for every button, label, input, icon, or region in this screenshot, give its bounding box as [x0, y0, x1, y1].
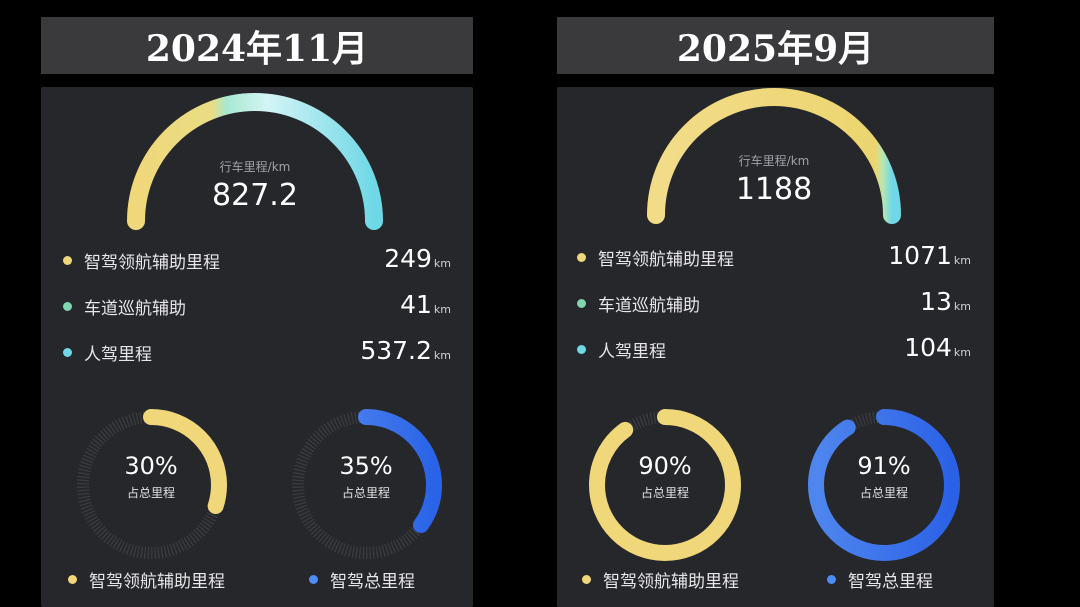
gauge-value: 827.2 [212, 178, 298, 213]
legend-value: 249 km [384, 244, 451, 273]
bottom-legend-smart-total: 智驾总里程 [827, 567, 933, 592]
donut-percent: 91% [857, 452, 911, 480]
legend-value: 104 km [904, 333, 971, 362]
legend-value: 1071 km [888, 241, 971, 270]
donut-smart-total-share: 91% 占总里程 [799, 400, 969, 570]
legend-dot [63, 347, 72, 357]
gauge-value: 1188 [735, 172, 813, 207]
title-left: 2024年11月 [145, 27, 369, 70]
legend-item-lane-cruise: 车道巡航辅助 13 km [577, 287, 971, 318]
legend-value: 537.2 km [360, 336, 451, 365]
legend-item-manual-driving: 人驾里程 537.2 km [63, 336, 451, 367]
legend-name: 智驾领航辅助里程 [598, 249, 734, 270]
donut-subtitle: 占总里程 [341, 486, 390, 500]
legend-name: 智驾总里程 [848, 571, 933, 592]
gauge-arc [127, 93, 383, 230]
legend-dot [827, 574, 836, 584]
legend-dot [582, 574, 591, 584]
legend-item-nav-assist: 智驾领航辅助里程 249 km [63, 244, 451, 275]
gauge-label: 行车里程/km [738, 154, 810, 168]
header-left: 2024年11月 [41, 17, 473, 74]
donut-subtitle: 占总里程 [126, 486, 175, 500]
legend-dot [577, 344, 586, 354]
donut-arc [290, 409, 442, 561]
legend-name: 人驾里程 [598, 341, 666, 362]
legend-item-nav-assist: 智驾领航辅助里程 1071 km [577, 241, 971, 272]
gauge-label: 行车里程/km [219, 160, 291, 174]
legend-dot [63, 301, 72, 311]
donut-subtitle: 占总里程 [640, 486, 689, 500]
legend-name: 人驾里程 [84, 344, 152, 365]
donut-subtitle: 占总里程 [859, 486, 908, 500]
bottom-legend-nav-assist: 智驾领航辅助里程 [68, 567, 225, 592]
legend-name: 智驾领航辅助里程 [603, 571, 739, 592]
donut-arc [589, 409, 741, 561]
title-right: 2025年9月 [676, 27, 875, 70]
header-right: 2025年9月 [557, 17, 994, 74]
legend-value: 13 km [920, 287, 971, 316]
donut-percent: 35% [339, 452, 393, 480]
legend-dot [577, 252, 586, 262]
legend-name: 智驾领航辅助里程 [89, 571, 225, 592]
stats-panel-right: 行车里程/km 1188 智驾领航辅助里程 1071 km 车道巡航辅助 13 km… [557, 87, 994, 607]
legend-name: 车道巡航辅助 [84, 298, 186, 319]
legend-name: 智驾总里程 [330, 571, 415, 592]
legend-item-manual-driving: 人驾里程 104 km [577, 333, 971, 364]
donut-percent: 30% [124, 452, 178, 480]
legend-dot [577, 298, 586, 308]
donut-percent: 90% [638, 452, 692, 480]
legend-value: 41 km [400, 290, 451, 319]
mileage-gauge [127, 93, 383, 230]
legend-name: 车道巡航辅助 [598, 295, 700, 316]
donut-nav-assist-share: 30% 占总里程 [66, 400, 236, 570]
legend-name: 智驾领航辅助里程 [84, 252, 220, 273]
donut-nav-assist-share: 90% 占总里程 [580, 400, 750, 570]
donut-smart-total-share: 35% 占总里程 [281, 400, 451, 570]
legend-dot [68, 574, 77, 584]
bottom-legend-nav-assist: 智驾领航辅助里程 [582, 567, 739, 592]
legend-item-lane-cruise: 车道巡航辅助 41 km [63, 290, 451, 321]
legend-dot [309, 574, 318, 584]
gauge-arc [647, 88, 901, 224]
bottom-legend-smart-total: 智驾总里程 [309, 567, 415, 592]
donut-arc [808, 409, 960, 561]
stats-panel-left: 行车里程/km 827.2 智驾领航辅助里程 249 km 车道巡航辅助 41 km… [41, 87, 473, 607]
mileage-gauge [647, 88, 901, 224]
legend-dot [63, 255, 72, 265]
donut-arc [75, 409, 227, 561]
